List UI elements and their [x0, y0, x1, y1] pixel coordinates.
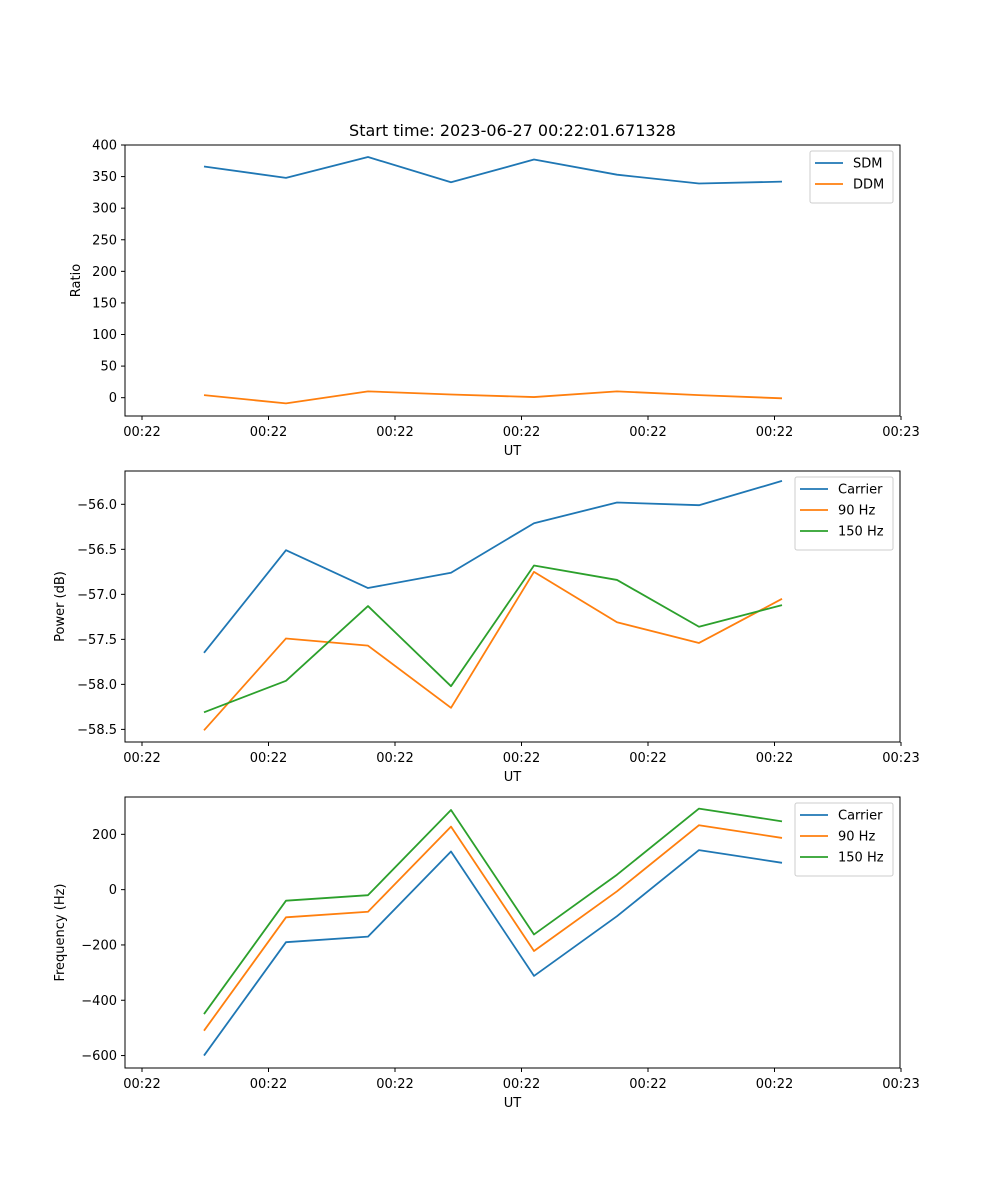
- y-tick-label: −200: [81, 938, 117, 953]
- y-axis-label: Frequency (Hz): [53, 883, 68, 981]
- legend: SDM DDM: [809, 150, 894, 204]
- y-tick-label: −57.0: [77, 588, 117, 603]
- x-tick-label: 00:22: [376, 425, 413, 440]
- x-tick-label: 00:22: [123, 751, 160, 766]
- x-tick-label: 00:22: [250, 425, 287, 440]
- series-line-150-hz: [203, 564, 783, 714]
- legend: Carrier 90 Hz 150 Hz: [794, 802, 894, 877]
- y-tick-label: −57.5: [77, 633, 117, 648]
- y-tick-label: 100: [92, 328, 117, 343]
- y-tick-label: 50: [100, 360, 117, 375]
- y-tick-label: 200: [92, 828, 117, 843]
- x-tick-label: 00:22: [250, 751, 287, 766]
- x-tick-label: 00:22: [756, 425, 793, 440]
- legend-label: 150 Hz: [838, 851, 884, 866]
- y-tick-label: −58.0: [77, 678, 117, 693]
- x-tick-label: 00:22: [376, 1077, 413, 1092]
- y-tick-label: 300: [92, 202, 117, 217]
- y-tick-label: 400: [92, 139, 117, 154]
- legend-label: SDM: [853, 157, 882, 172]
- series-line-90-hz: [203, 570, 783, 731]
- y-tick-label: −58.5: [77, 723, 117, 738]
- x-tick-label: 00:23: [882, 1077, 919, 1092]
- x-tick-label: 00:22: [503, 751, 540, 766]
- x-tick-label: 00:22: [503, 425, 540, 440]
- y-tick-label: 250: [92, 233, 117, 248]
- legend-label: 90 Hz: [838, 504, 875, 519]
- y-axis-label: Ratio: [69, 264, 84, 297]
- y-axis-label: Power (dB): [53, 571, 68, 642]
- chart-title: Start time: 2023-06-27 00:22:01.671328: [349, 121, 676, 140]
- y-tick-label: −56.0: [77, 498, 117, 513]
- x-tick-label: 00:22: [756, 751, 793, 766]
- y-tick-label: −400: [81, 994, 117, 1009]
- legend-frame: [809, 150, 894, 204]
- x-tick-label: 00:22: [250, 1077, 287, 1092]
- y-tick-label: 0: [109, 391, 117, 406]
- x-axis-label: UT: [504, 1096, 522, 1111]
- legend-label: 90 Hz: [838, 830, 875, 845]
- y-tick-label: 350: [92, 170, 117, 185]
- x-axis-label: UT: [504, 444, 522, 459]
- chart-panel-ratio: 0 50 100 150 200 250 300 350 400 00:22 00:22 00:22…: [69, 121, 920, 459]
- x-tick-label: 00:22: [376, 751, 413, 766]
- x-tick-label: 00:22: [503, 1077, 540, 1092]
- x-axis-label: UT: [504, 770, 522, 785]
- y-tick-label: 0: [109, 883, 117, 898]
- series-line-carrier: [203, 849, 783, 1057]
- x-tick-label: 00:23: [882, 425, 919, 440]
- x-tick-label: 00:22: [629, 425, 666, 440]
- x-tick-label: 00:22: [629, 1077, 666, 1092]
- x-tick-label: 00:22: [756, 1077, 793, 1092]
- x-tick-label: 00:22: [123, 1077, 160, 1092]
- plot-frame: [124, 144, 901, 417]
- y-tick-label: 200: [92, 265, 117, 280]
- legend-label: Carrier: [838, 483, 883, 498]
- chart-panel-frequency: −600 −400 −200 0 200 00:22 00:22 00:22 00:22 00:…: [53, 796, 920, 1111]
- series-line-90-hz: [203, 824, 783, 1032]
- legend-label: 150 Hz: [838, 525, 884, 540]
- plot-frame: [124, 796, 901, 1069]
- x-tick-label: 00:22: [629, 751, 666, 766]
- plot-frame: [124, 470, 901, 743]
- series-line-carrier: [203, 480, 783, 654]
- y-tick-label: −600: [81, 1049, 117, 1064]
- chart-panel-power: −58.5 −58.0 −57.5 −57.0 −56.5 −56.0 00:22 00:2…: [53, 470, 920, 785]
- x-tick-label: 00:23: [882, 751, 919, 766]
- y-tick-label: −56.5: [77, 543, 117, 558]
- legend-label: DDM: [853, 178, 884, 193]
- legend: Carrier 90 Hz 150 Hz: [794, 476, 894, 551]
- legend-label: Carrier: [838, 809, 883, 824]
- x-tick-label: 00:22: [123, 425, 160, 440]
- y-tick-label: 150: [92, 296, 117, 311]
- series-line-ddm: [203, 390, 783, 405]
- series-line-sdm: [203, 156, 783, 185]
- series-line-150-hz: [203, 807, 783, 1015]
